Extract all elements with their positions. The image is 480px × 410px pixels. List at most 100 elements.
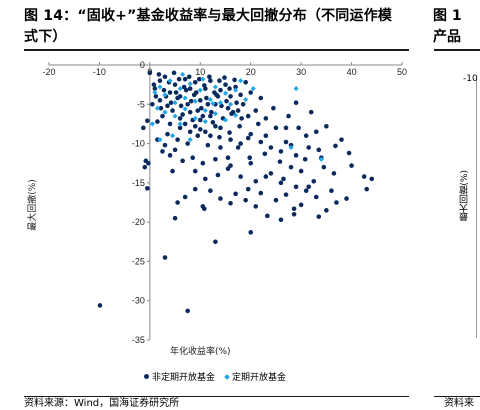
data-point-closed	[255, 121, 261, 127]
y-tick-label: -15	[132, 178, 145, 188]
data-point-closed	[195, 108, 201, 113]
data-point-closed	[161, 87, 167, 93]
data-point-closed	[243, 79, 248, 85]
data-point-closed	[222, 75, 227, 80]
data-point-periodic	[177, 121, 183, 127]
data-point-closed	[208, 133, 213, 139]
chart-axes: -20-10010203040500-5-10-15-20-25-30-35	[42, 60, 407, 345]
data-point-closed	[213, 156, 218, 162]
data-point-closed	[187, 129, 193, 135]
data-point-closed	[202, 206, 207, 212]
x-tick-label: 30	[296, 67, 306, 77]
data-point-closed	[97, 303, 103, 308]
data-point-periodic	[200, 76, 206, 82]
data-point-closed	[158, 105, 164, 111]
title-rule-right	[434, 49, 480, 51]
data-point-periodic	[233, 112, 239, 118]
data-point-closed	[262, 151, 268, 157]
data-point-periodic	[170, 133, 176, 139]
data-point-closed	[200, 113, 206, 119]
data-point-periodic	[154, 105, 160, 111]
data-point-closed	[253, 108, 259, 113]
data-point-closed	[182, 121, 188, 127]
data-point-closed	[248, 230, 254, 235]
data-point-closed	[364, 186, 370, 192]
data-point-closed	[245, 135, 251, 141]
data-point-closed	[162, 142, 168, 148]
data-point-closed	[225, 166, 231, 172]
data-point-closed	[203, 176, 208, 182]
data-point-closed	[157, 98, 163, 103]
diamond-marker-icon	[224, 373, 230, 380]
data-point-periodic	[167, 78, 173, 84]
data-point-closed	[147, 70, 153, 76]
data-point-closed	[208, 188, 213, 194]
y-tick-label: -25	[132, 256, 145, 266]
data-point-closed	[238, 174, 243, 179]
data-point-closed	[291, 206, 297, 212]
x-tick-label: 20	[246, 67, 256, 77]
right-chart-frame	[476, 78, 480, 338]
data-point-closed	[168, 100, 174, 106]
data-point-closed	[205, 101, 211, 107]
chart-points	[97, 70, 375, 314]
data-point-periodic	[238, 78, 244, 84]
data-point-closed	[291, 211, 297, 217]
data-point-closed	[178, 103, 184, 109]
data-point-closed	[237, 123, 242, 129]
data-point-closed	[213, 239, 218, 245]
data-point-closed	[234, 100, 239, 106]
data-point-closed	[207, 74, 212, 80]
data-point-closed	[268, 171, 274, 176]
data-point-closed	[167, 90, 173, 95]
data-point-closed	[293, 153, 299, 158]
data-point-periodic	[157, 84, 163, 90]
data-point-closed	[214, 92, 219, 98]
data-point-periodic	[227, 101, 234, 107]
data-point-periodic	[217, 100, 224, 106]
data-point-closed	[344, 196, 349, 201]
data-point-closed	[150, 101, 155, 107]
y-tick-label: -20	[132, 217, 145, 227]
data-point-closed	[233, 191, 238, 197]
data-point-closed	[346, 150, 352, 156]
data-point-closed	[298, 168, 304, 174]
data-point-periodic	[162, 92, 168, 98]
data-point-closed	[283, 192, 289, 197]
data-point-closed	[263, 133, 269, 139]
data-point-closed	[316, 214, 322, 219]
data-point-closed	[245, 113, 251, 119]
data-point-closed	[277, 159, 283, 164]
data-point-closed	[175, 200, 180, 205]
data-point-closed	[303, 133, 309, 139]
data-point-closed	[278, 217, 284, 223]
x-tick-label: -20	[42, 67, 55, 77]
data-point-closed	[218, 87, 223, 93]
data-point-closed	[238, 141, 243, 146]
data-point-closed	[167, 121, 173, 127]
data-point-closed	[192, 186, 198, 192]
data-point-closed	[187, 109, 193, 115]
data-point-closed	[245, 186, 251, 192]
data-point-periodic	[222, 90, 229, 96]
data-point-closed	[265, 213, 270, 219]
data-point-closed	[298, 202, 304, 208]
x-tick-label: -10	[93, 67, 106, 77]
data-point-closed	[192, 123, 198, 129]
data-point-closed	[167, 153, 173, 158]
data-point-closed	[190, 155, 196, 161]
data-point-closed	[177, 125, 183, 131]
data-point-closed	[303, 188, 309, 194]
data-point-closed	[268, 145, 274, 150]
y-tick-label: -35	[132, 335, 145, 345]
data-point-closed	[185, 141, 190, 146]
data-point-closed	[141, 125, 146, 131]
x-tick-label: 10	[195, 67, 205, 77]
y-tick-label: -5	[137, 99, 145, 109]
x-tick-label: 40	[347, 67, 357, 77]
circle-marker-icon	[144, 374, 149, 379]
data-point-closed	[227, 130, 232, 135]
legend-label: 定期开放基金	[232, 373, 287, 383]
data-point-closed	[349, 163, 354, 168]
data-point-closed	[142, 164, 148, 170]
